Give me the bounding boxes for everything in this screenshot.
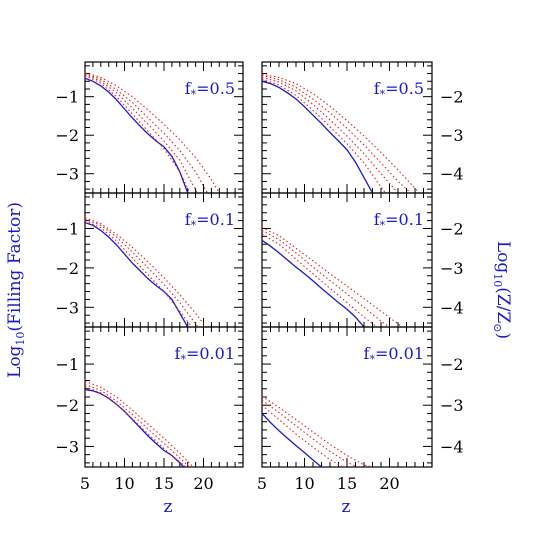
y-tick-label: −1 xyxy=(55,88,79,107)
variant-curve-2 xyxy=(262,229,390,327)
y-tick-label: −3 xyxy=(55,437,79,456)
variant-curve-1 xyxy=(262,404,344,467)
annotation-main: f xyxy=(374,210,381,229)
annotation-main: f xyxy=(175,344,182,363)
annotation-rest: =0.1 xyxy=(385,210,424,229)
variant-curve-3 xyxy=(262,395,373,467)
left-y-axis-label: Log10(Filling Factor) xyxy=(5,202,27,378)
model-curve xyxy=(85,77,189,193)
panel-right-bottom: −2 −3 −4 5 10 15 20 f*=0.01 xyxy=(257,326,464,493)
model-curve xyxy=(85,221,189,327)
right-ylabel-rest-a: (Z/Z xyxy=(493,287,513,323)
panel-annotation: f*=0.5 xyxy=(374,79,424,101)
x-tick-label: 20 xyxy=(379,474,399,493)
variant-curve-1 xyxy=(262,78,386,193)
y-tick-label: −4 xyxy=(440,165,464,184)
right-ylabel-main: Log xyxy=(493,241,513,274)
y-tick-label: −3 xyxy=(440,126,464,145)
model-curve xyxy=(262,239,365,327)
model-curve xyxy=(262,80,374,193)
variant-curve-1 xyxy=(85,75,191,193)
annotation-sub: * xyxy=(369,353,375,366)
y-tick-label: −2 xyxy=(440,355,464,374)
right-y-axis-label: Log10(Z/Z⊙) xyxy=(491,241,513,339)
y-tick-label: −4 xyxy=(440,437,464,456)
x-axis-label-left: z xyxy=(164,497,173,517)
annotation-rest: =0.1 xyxy=(196,210,235,229)
y-tick-label: −1 xyxy=(55,219,79,238)
y-tick-label: −1 xyxy=(55,355,79,374)
annotation-main: f xyxy=(364,344,371,363)
annotation-rest: =0.01 xyxy=(375,344,424,363)
y-tick-label: −3 xyxy=(55,298,79,317)
annotation-sub: * xyxy=(380,88,386,101)
y-tick-label: −2 xyxy=(440,219,464,238)
panel-right-middle: −2 −3 −4 f*=0.1 xyxy=(261,192,464,328)
annotation-rest: =0.01 xyxy=(186,344,235,363)
x-tick-label: 15 xyxy=(337,474,357,493)
y-tick-label: −2 xyxy=(55,259,79,278)
chart-panels: −1−2−3f*=0.5 −2−3−4f*=0.5−1−2−3f*=0.1 −2−3… xyxy=(55,61,464,493)
variant-curve-4 xyxy=(262,73,420,193)
panel-frame xyxy=(261,326,433,468)
panel-frame xyxy=(84,326,244,468)
variant-curve-2 xyxy=(85,73,198,193)
annotation-sub: * xyxy=(380,219,386,232)
y-tick-label: −3 xyxy=(440,259,464,278)
x-axis-label-right: z xyxy=(342,497,351,517)
variant-curve-2 xyxy=(262,76,399,193)
left-ylabel-rest: (Filling Factor) xyxy=(5,202,25,332)
variant-curve-1 xyxy=(262,233,378,327)
model-curve xyxy=(262,413,322,467)
annotation-sub: * xyxy=(191,219,197,232)
y-tick-label: −4 xyxy=(440,298,464,317)
panel-annotation: f*=0.01 xyxy=(175,344,235,366)
panel-right-top: −2 −3 −4 f*=0.5 xyxy=(261,61,464,194)
x-tick-label: 5 xyxy=(80,474,90,493)
y-tick-label: −3 xyxy=(55,165,79,184)
variant-curve-2 xyxy=(85,218,199,327)
left-ylabel-main: Log xyxy=(5,345,25,378)
right-ylabel-sub: 10 xyxy=(491,273,504,287)
y-tick-label: −2 xyxy=(440,88,464,107)
variant-curve-1 xyxy=(85,220,193,327)
y-tick-label: −2 xyxy=(55,396,79,415)
annotation-main: f xyxy=(374,79,381,98)
annotation-sub: * xyxy=(180,353,186,366)
annotation-main: f xyxy=(185,79,192,98)
variant-curve-3 xyxy=(85,380,194,467)
x-tick-label: 5 xyxy=(257,474,267,493)
panel-left-bottom: −1 −2 −35 10 15 20 f*=0.01 xyxy=(55,326,244,493)
annotation-rest: =0.5 xyxy=(385,79,424,98)
annotation-sub: * xyxy=(191,88,197,101)
right-ylabel-rest-b: ) xyxy=(493,332,513,339)
panel-annotation: f*=0.01 xyxy=(364,344,424,366)
panel-left-top: −1 −2 −3 f*=0.5 xyxy=(55,61,244,194)
x-tick-label: 20 xyxy=(193,474,213,493)
x-tick-label: 10 xyxy=(294,474,314,493)
panel-left-middle: −1 −2 −3 f*=0.1 xyxy=(55,192,244,328)
y-tick-label: −3 xyxy=(440,396,464,415)
annotation-rest: =0.5 xyxy=(196,79,235,98)
panel-annotation: f*=0.1 xyxy=(185,210,235,232)
model-curve xyxy=(85,388,185,467)
variant-curve-1 xyxy=(85,386,187,467)
right-ylabel-sub2: ⊙ xyxy=(491,323,504,332)
annotation-main: f xyxy=(185,210,192,229)
y-tick-label: −2 xyxy=(55,126,79,145)
variant-curve-2 xyxy=(85,384,190,467)
x-tick-label: 15 xyxy=(154,474,174,493)
panel-annotation: f*=0.1 xyxy=(374,210,424,232)
x-tick-label: 10 xyxy=(114,474,134,493)
variant-curve-4 xyxy=(85,72,220,193)
variant-curve-3 xyxy=(85,73,208,193)
panel-annotation: f*=0.5 xyxy=(185,79,235,101)
left-ylabel-sub: 10 xyxy=(14,332,27,346)
variant-curve-2 xyxy=(262,399,358,467)
